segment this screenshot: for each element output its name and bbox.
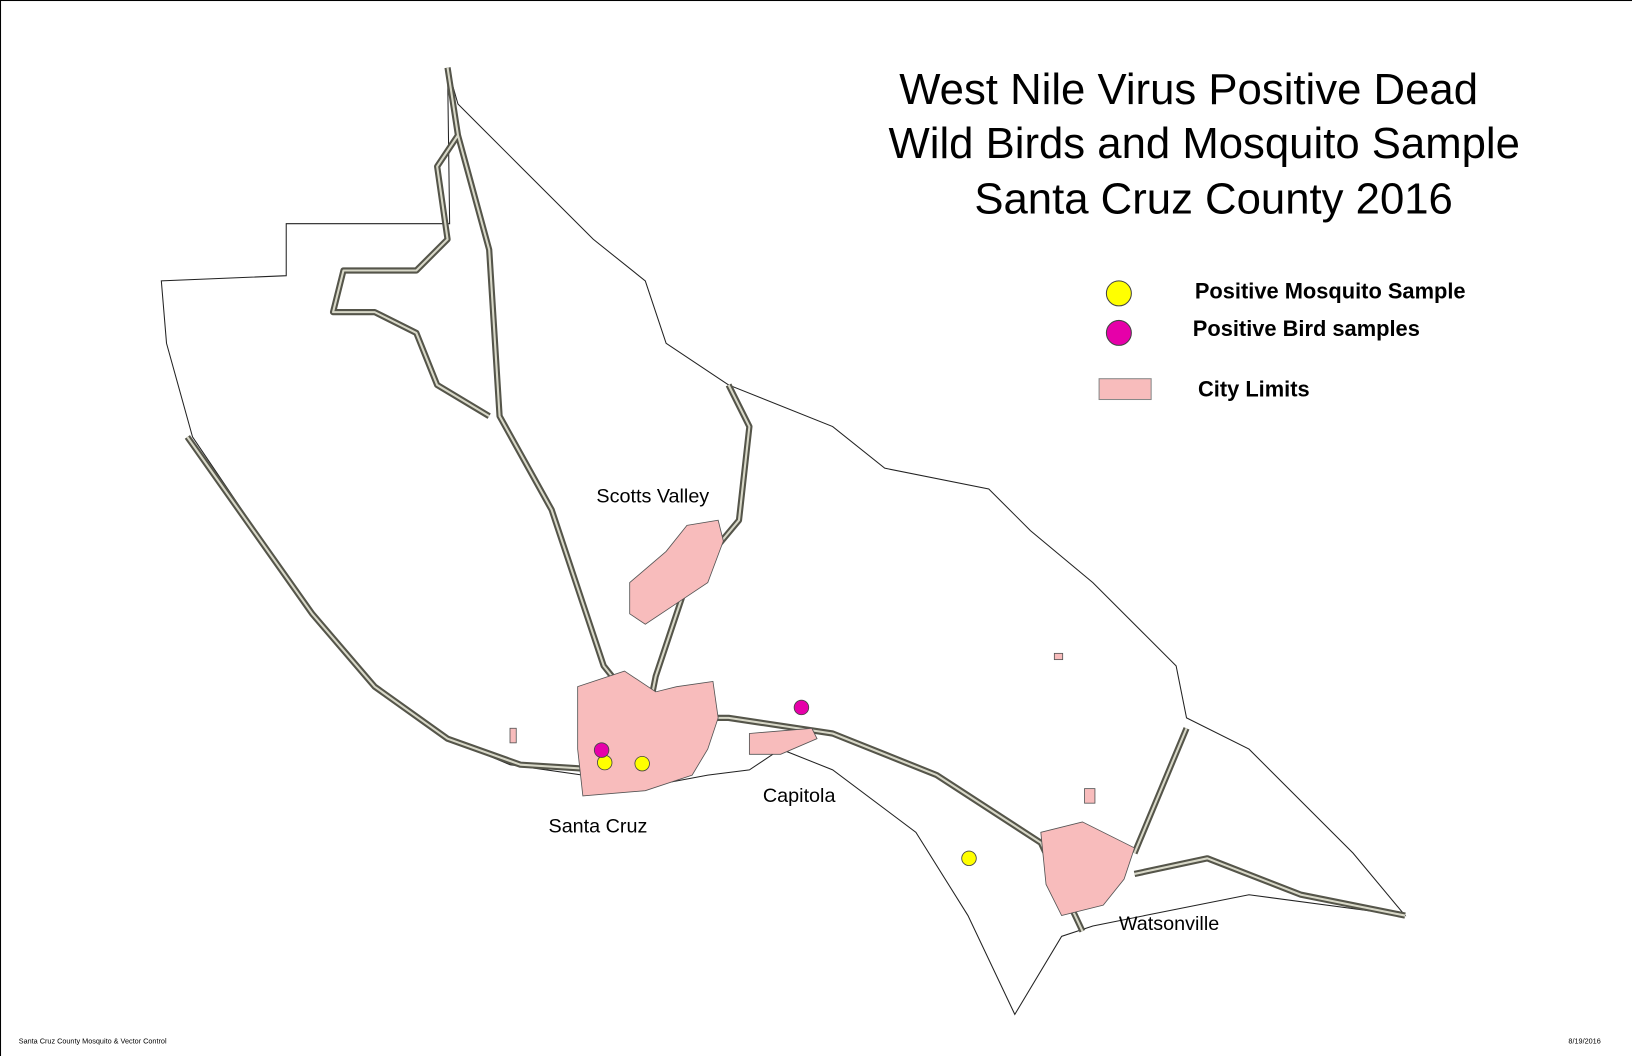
title-line: Wild Birds and Mosquito Sample (888, 119, 1519, 168)
footer-right: 8/19/2016 (1568, 1037, 1600, 1046)
legend-label: City Limits (1198, 376, 1310, 401)
place-label: Capitola (763, 785, 836, 807)
title-line: West Nile Virus Positive Dead (899, 65, 1478, 114)
place-label: Watsonville (1119, 913, 1219, 935)
place-label: Scotts Valley (596, 486, 709, 508)
legend-swatch (1105, 280, 1132, 307)
title-line: Santa Cruz County 2016 (974, 174, 1453, 223)
sample-points (593, 699, 977, 867)
footer-left: Santa Cruz County Mosquito & Vector Cont… (19, 1037, 167, 1046)
city-limits (509, 519, 1135, 917)
place-label: Santa Cruz (549, 815, 648, 837)
legend-label: Positive Mosquito Sample (1195, 279, 1466, 304)
legend-swatch (1105, 319, 1132, 346)
legend-label: Positive Bird samples (1193, 316, 1420, 341)
legend-swatch (1098, 378, 1152, 401)
